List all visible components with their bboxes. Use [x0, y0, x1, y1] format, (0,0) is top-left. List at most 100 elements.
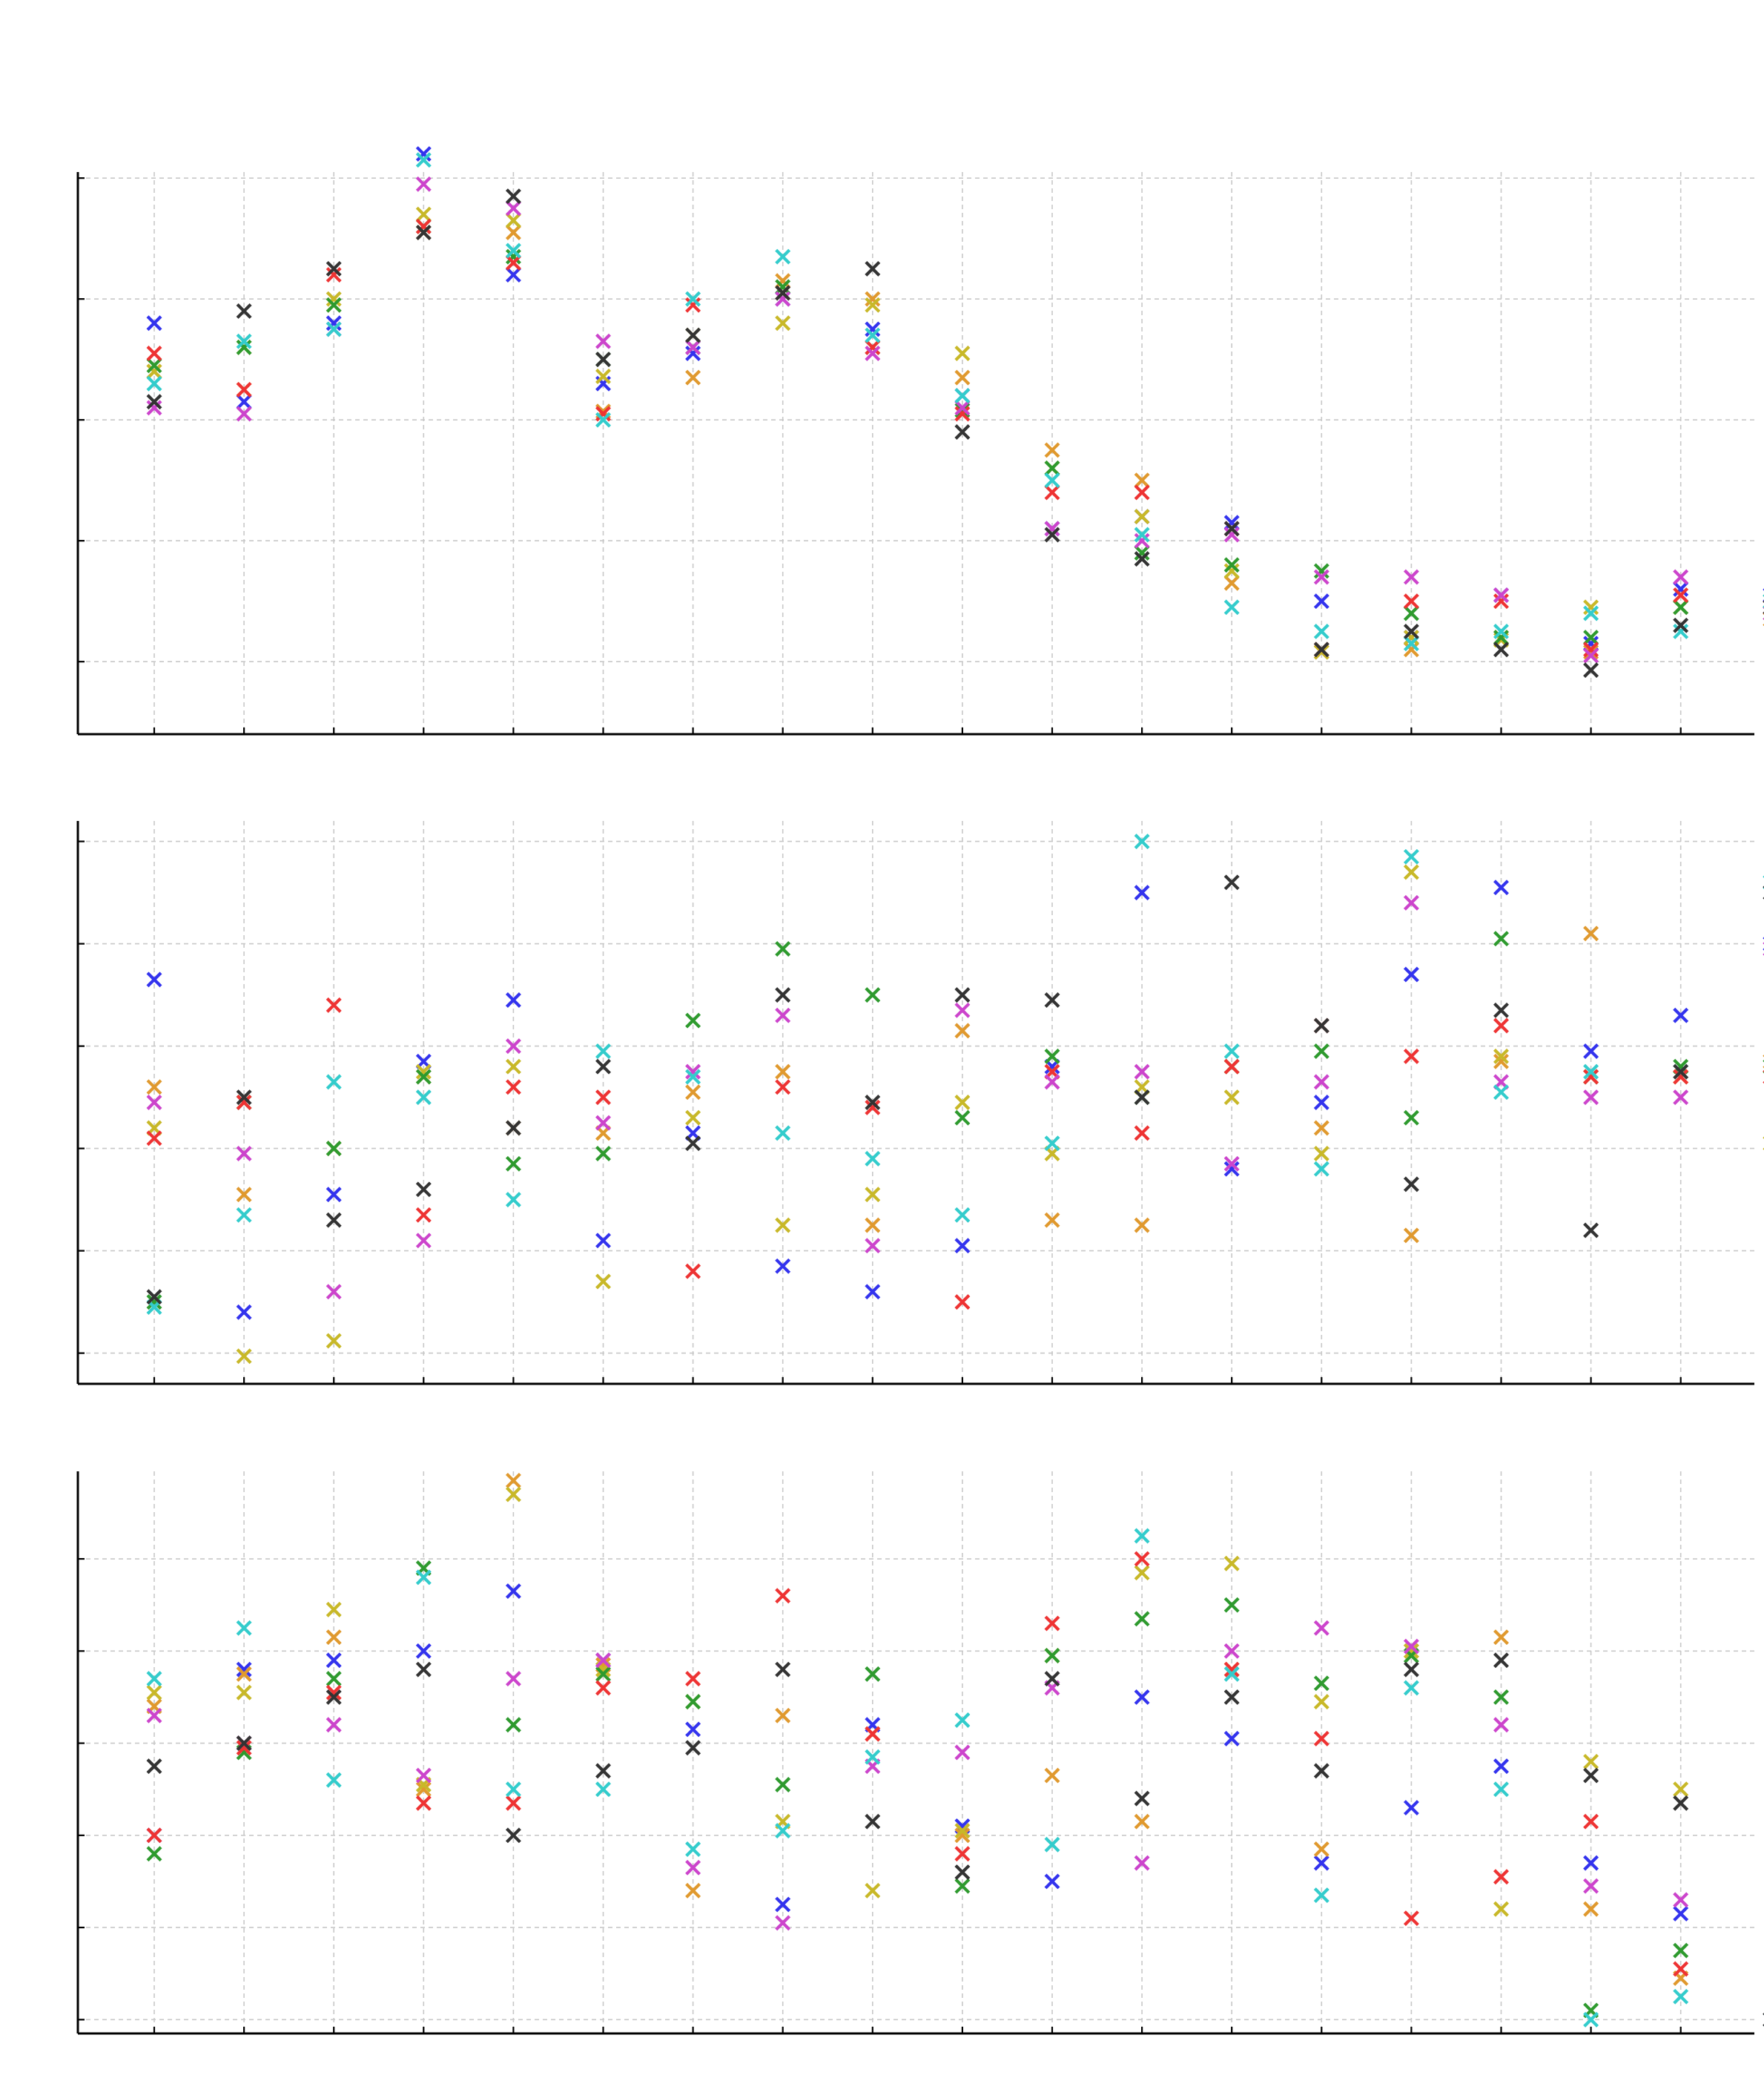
data-point [326, 1212, 342, 1228]
data-point [236, 406, 252, 422]
data-point [146, 346, 162, 361]
data-point [1134, 1063, 1150, 1080]
data-point [326, 1772, 342, 1788]
series-7 [146, 152, 1764, 652]
data-point [236, 1304, 252, 1320]
data-point [865, 297, 881, 313]
series-5 [146, 1551, 1764, 2027]
data-point [1493, 641, 1509, 658]
data-point [505, 1583, 521, 1600]
data-point [1313, 1161, 1329, 1177]
data-point [1044, 1063, 1060, 1080]
data-point [685, 291, 701, 307]
data-point [146, 1289, 162, 1305]
data-point [595, 1115, 611, 1131]
data-point [1313, 593, 1329, 610]
data-point [1044, 1058, 1060, 1075]
series-3 [146, 206, 1764, 660]
data-point [1044, 472, 1060, 489]
series-4 [146, 1560, 1764, 2027]
data-point [1403, 848, 1419, 865]
data-point [1583, 1222, 1599, 1238]
data-point [1223, 1597, 1240, 1613]
data-point [685, 1063, 701, 1080]
data-point [1313, 1043, 1329, 1059]
data-point [1493, 1084, 1509, 1101]
data-point [775, 1258, 791, 1274]
data-point [685, 1125, 701, 1141]
data-point [505, 1671, 521, 1687]
data-point [236, 1089, 252, 1106]
data-point [1673, 1942, 1689, 1959]
data-point [954, 1207, 971, 1223]
data-point [146, 357, 162, 374]
data-point [1223, 1643, 1240, 1659]
data-point [685, 339, 701, 355]
data-point [1134, 472, 1150, 489]
data-point [415, 1089, 432, 1106]
data-point [595, 369, 611, 384]
data-point [1403, 623, 1419, 639]
data-point [1403, 894, 1419, 911]
data-point [1403, 1643, 1419, 1659]
data-point [1223, 1555, 1240, 1571]
data-point [505, 1079, 521, 1095]
data-point [685, 1859, 701, 1876]
data-point [1134, 1689, 1150, 1705]
data-point [1673, 1892, 1689, 1908]
data-point [775, 1661, 791, 1678]
data-point [1223, 1161, 1240, 1177]
data-point [595, 1781, 611, 1798]
data-point [326, 1074, 342, 1090]
data-point [236, 333, 252, 349]
data-point [1313, 1675, 1329, 1692]
data-point [1134, 1528, 1150, 1544]
data-point [1223, 1155, 1240, 1172]
data-point [685, 1263, 701, 1279]
data-point [1583, 1901, 1599, 1917]
data-point [1493, 1758, 1509, 1775]
data-point [505, 1781, 521, 1798]
data-point [326, 1684, 342, 1700]
data-point [685, 1084, 701, 1101]
data-point [775, 285, 791, 301]
data-point [505, 225, 521, 240]
data-point [1493, 1901, 1509, 1917]
data-point [685, 1069, 701, 1085]
data-point [954, 1827, 971, 1844]
data-point [505, 1795, 521, 1811]
data-point [1583, 1063, 1599, 1080]
data-point [1044, 442, 1060, 458]
data-point [595, 1666, 611, 1682]
data-point [1313, 1855, 1329, 1871]
grid [78, 172, 1754, 734]
data-point [1673, 587, 1689, 604]
data-point [236, 1740, 252, 1756]
data-point [1044, 1048, 1060, 1064]
data-point [146, 1130, 162, 1147]
series-4 [146, 218, 1764, 646]
data-point [1313, 1620, 1329, 1636]
series-8 [146, 188, 1764, 679]
data-point [505, 200, 521, 217]
data-point [865, 1187, 881, 1203]
data-point [595, 1125, 611, 1141]
data-point [595, 1146, 611, 1161]
data-point [505, 188, 521, 205]
data-point [1313, 1074, 1329, 1090]
data-point [1583, 1767, 1599, 1784]
data-point [1223, 521, 1240, 537]
data-point [954, 388, 971, 404]
data-point [326, 297, 342, 313]
scatter-panel-2 [76, 821, 1764, 1385]
data-point [775, 315, 791, 331]
data-point [1223, 1661, 1240, 1678]
data-point [415, 1233, 432, 1249]
data-point [865, 1238, 881, 1254]
data-point [1223, 575, 1240, 591]
series-3 [146, 864, 1764, 1365]
data-point [1223, 599, 1240, 616]
data-point [505, 267, 521, 283]
data-point [415, 1767, 432, 1784]
data-point [146, 1827, 162, 1844]
